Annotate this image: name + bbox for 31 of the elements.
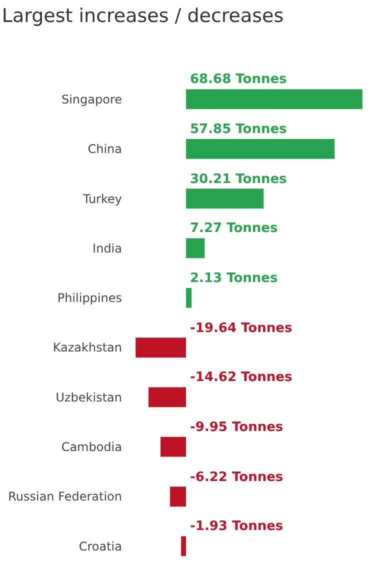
data-label: 68.68 Tonnes bbox=[190, 72, 288, 87]
y-tick-label: India bbox=[92, 241, 122, 256]
y-tick-label: Uzbekistan bbox=[56, 390, 122, 404]
bar bbox=[148, 387, 186, 408]
bar bbox=[186, 238, 205, 258]
y-tick-label: Russian Federation bbox=[8, 490, 122, 504]
data-label: -14.62 Tonnes bbox=[190, 370, 292, 385]
bar bbox=[186, 288, 192, 308]
data-label: -1.93 Tonnes bbox=[190, 519, 284, 534]
y-tick-label: China bbox=[88, 142, 122, 156]
data-label: 30.21 Tonnes bbox=[190, 172, 288, 187]
bar bbox=[160, 436, 186, 457]
data-label: 7.27 Tonnes bbox=[190, 221, 278, 236]
bar bbox=[181, 536, 186, 556]
y-tick-label: Philippines bbox=[57, 291, 122, 306]
data-label: 2.13 Tonnes bbox=[190, 271, 278, 286]
data-label: -9.95 Tonnes bbox=[190, 420, 284, 435]
bar bbox=[170, 486, 186, 506]
data-label: 57.85 Tonnes bbox=[190, 122, 288, 137]
y-tick-label: Croatia bbox=[78, 539, 122, 554]
bar bbox=[186, 188, 264, 208]
bar bbox=[186, 138, 335, 159]
y-tick-label: Turkey bbox=[82, 192, 122, 206]
y-tick-label: Kazakhstan bbox=[52, 340, 122, 355]
bar bbox=[186, 89, 362, 110]
y-tick-label: Cambodia bbox=[61, 440, 122, 454]
data-label: -6.22 Tonnes bbox=[190, 470, 284, 485]
data-label: -19.64 Tonnes bbox=[190, 321, 292, 336]
y-tick-label: Singapore bbox=[61, 92, 122, 106]
chart-title: Largest increases / decreases bbox=[2, 5, 284, 28]
bar bbox=[136, 338, 186, 358]
